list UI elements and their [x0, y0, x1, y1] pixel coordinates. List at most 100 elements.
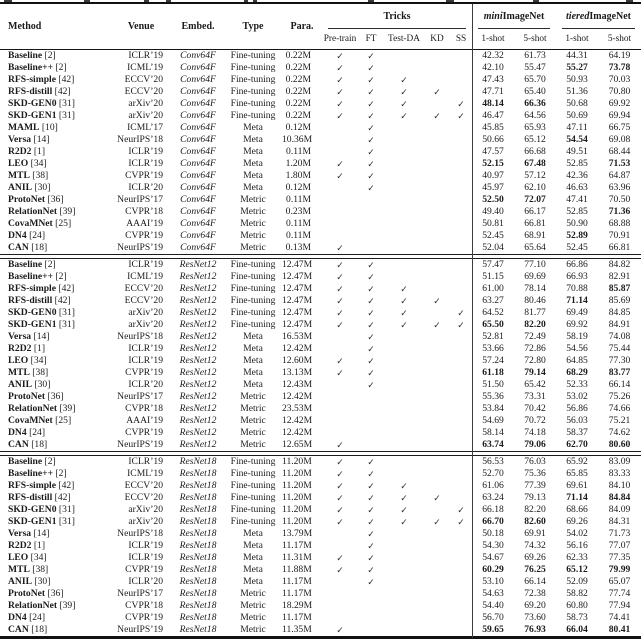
trick-kd-empty	[424, 218, 450, 230]
accuracy-value: 70.03	[608, 74, 631, 85]
vertical-divider-rule	[472, 4, 473, 638]
parameters-cell: 12.47M	[282, 259, 313, 270]
trick-ft-checkmark: ✓	[367, 469, 375, 479]
accuracy-value: 58.73	[566, 612, 588, 623]
accuracy-value: 66.81	[608, 242, 631, 253]
accuracy-value: 50.81	[482, 218, 504, 229]
method-name: SKD-GEN1 [31]	[8, 319, 75, 330]
accuracy-value: 52.50	[482, 194, 504, 205]
embedding-cell: Conv64F	[180, 194, 216, 205]
accuracy-value: 84.82	[608, 259, 631, 270]
parameters-cell: 13.79M	[282, 528, 313, 539]
embedding-cell: ResNet12	[179, 283, 217, 294]
accuracy-value: 66.75	[608, 122, 631, 133]
method-row: ANIL [30] ICLR’20 ResNet18 Meta 11.17M ✓ 53.10…	[0, 576, 641, 588]
accuracy-value: 60.80	[566, 600, 588, 611]
parameters-cell: 12.60M	[282, 355, 313, 366]
trick-kd-empty	[424, 194, 450, 206]
accuracy-value: 79.13	[524, 492, 546, 503]
accuracy-value: 45.85	[482, 122, 504, 133]
trick-ft-checkmark: ✓	[367, 344, 375, 354]
accuracy-value: 71.53	[608, 158, 631, 169]
embedding-cell: ResNet18	[179, 552, 217, 563]
embedding-cell: ResNet12	[179, 271, 217, 282]
trick-kd-empty	[424, 331, 450, 343]
accuracy-value: 69.26	[524, 552, 546, 563]
accuracy-value: 69.69	[524, 271, 546, 282]
accuracy-value: 54.40	[482, 600, 504, 611]
method-row: MTL [38] CVPR’19 Conv64F Meta 1.80M ✓ ✓ 40.97 57…	[0, 170, 641, 182]
accuracy-value: 71.14	[566, 295, 588, 306]
accuracy-value: 74.41	[608, 612, 631, 623]
trick-test-da-checkmark: ✓	[400, 308, 408, 318]
venue-cell: CVPR’18	[125, 206, 163, 217]
trick-test-da-empty	[384, 540, 424, 552]
method-name: MTL [38]	[8, 564, 49, 575]
accuracy-value: 82.20	[524, 504, 546, 515]
accuracy-value: 84.10	[608, 480, 631, 491]
trick-kd-empty	[424, 62, 450, 74]
parameters-cell: 11.17M	[282, 588, 312, 599]
trick-pre-train-empty	[322, 343, 358, 355]
type-cell: Fine-tuning	[230, 110, 276, 121]
venue-cell: ICLR’20	[128, 182, 163, 193]
accuracy-value: 83.33	[608, 468, 631, 479]
venue-cell: NeurIPS’19	[117, 242, 163, 253]
embedding-cell: ResNet12	[179, 355, 217, 366]
method-name: RelationNet [39]	[8, 206, 76, 217]
method-row: MTL [38] CVPR’19 ResNet12 Meta 13.13M ✓ ✓ 61.18…	[0, 367, 641, 379]
accuracy-value: 65.85	[566, 468, 588, 479]
trick-test-da-checkmark: ✓	[400, 517, 408, 527]
method-name: Baseline [2]	[8, 259, 56, 270]
accuracy-value: 65.40	[524, 86, 546, 97]
trick-ft-checkmark: ✓	[367, 111, 375, 121]
accuracy-value: 40.97	[482, 170, 504, 181]
accuracy-value: 70.91	[608, 230, 631, 241]
trick-test-da-empty	[384, 218, 424, 230]
embedding-cell: Conv64F	[180, 50, 216, 61]
accuracy-value: 69.26	[566, 516, 588, 527]
trick-test-da-checkmark: ✓	[400, 111, 408, 121]
trick-pre-train-empty	[322, 403, 358, 415]
embedding-cell: ResNet18	[179, 528, 217, 539]
method-name: SKD-GEN0 [31]	[8, 307, 75, 318]
mini-suffix: ImageNet	[502, 11, 545, 22]
method-row: Versa [14] NeurIPS’18 ResNet12 Meta 16.53M ✓ 5…	[0, 331, 641, 343]
venue-cell: AAAI’19	[126, 218, 163, 229]
method-row: SKD-GEN1 [31] arXiv’20 ResNet12 Fine-tuning…	[0, 319, 641, 331]
method-row: ProtoNet [36] NeurIPS’17 ResNet18 Metric 11.…	[0, 588, 641, 600]
method-row: MAML [10] ICML’17 Conv64F Meta 0.12M ✓ 45.85 65…	[0, 122, 641, 134]
trick-test-da-empty	[384, 343, 424, 355]
method-row: SKD-GEN0 [31] arXiv’20 ResNet18 Fine-tuning…	[0, 504, 641, 516]
trick-ft-checkmark: ✓	[367, 159, 375, 169]
trick-pre-train-checkmark: ✓	[336, 517, 344, 527]
trick-pre-train-empty	[322, 415, 358, 427]
trick-kd-empty	[424, 170, 450, 182]
method-row: ProtoNet [36] NeurIPS’17 ResNet12 Metric 12.…	[0, 391, 641, 403]
accuracy-value: 44.31	[566, 50, 588, 61]
parameters-cell: 0.23M	[285, 206, 311, 217]
method-name: RFS-simple [42]	[8, 283, 75, 294]
accuracy-value: 58.82	[566, 588, 588, 599]
accuracy-value: 80.41	[608, 624, 631, 635]
embedding-cell: ResNet12	[179, 403, 217, 414]
embedding-cell: Conv64F	[180, 170, 216, 181]
accuracy-value: 49.51	[566, 146, 588, 157]
trick-test-da-empty	[384, 271, 424, 283]
accuracy-value: 77.39	[524, 480, 546, 491]
parameters-cell: 12.43M	[282, 379, 313, 390]
venue-cell: ICLR’19	[128, 259, 163, 270]
accuracy-value: 66.14	[608, 379, 631, 390]
accuracy-value: 50.93	[566, 74, 588, 85]
type-cell: Fine-tuning	[230, 516, 276, 527]
trick-test-da-empty	[384, 146, 424, 158]
trick-ft-empty	[358, 624, 384, 636]
type-cell: Fine-tuning	[230, 283, 276, 294]
type-cell: Metric	[240, 624, 266, 635]
type-cell: Metric	[240, 403, 266, 414]
accuracy-value: 57.47	[482, 259, 504, 270]
method-name: CAN [18]	[8, 624, 48, 635]
trick-ft-checkmark: ✓	[367, 296, 375, 306]
accuracy-value: 52.81	[482, 331, 504, 342]
parameters-cell: 0.22M	[285, 74, 311, 85]
